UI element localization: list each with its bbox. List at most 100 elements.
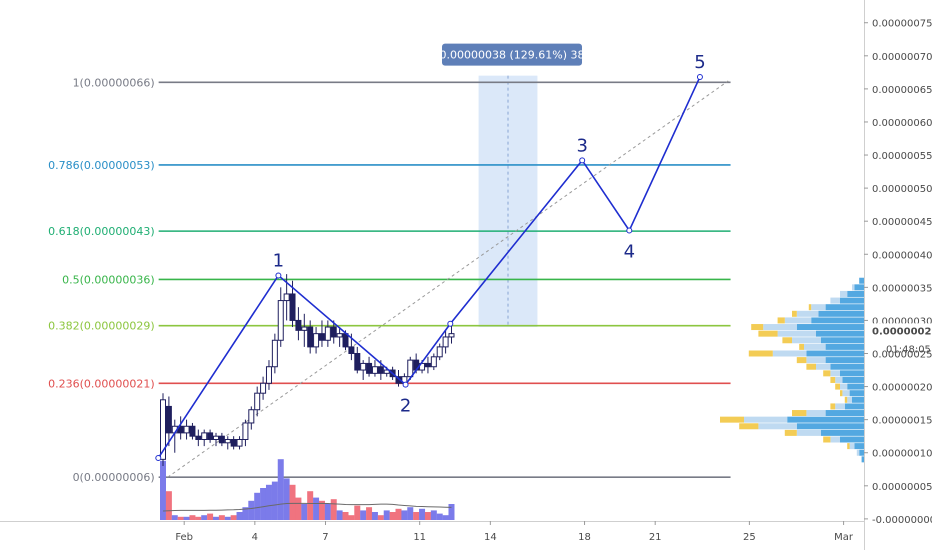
time-tick-label: 21 <box>649 532 662 543</box>
candle-body <box>248 409 255 424</box>
volume-profile-bar <box>720 416 744 423</box>
candle-body <box>430 356 437 368</box>
wave-point <box>626 227 633 234</box>
volume-bar <box>236 512 243 520</box>
volume-profile-bar <box>796 357 807 364</box>
volume-profile-bar <box>861 456 864 463</box>
candle-body <box>271 339 278 368</box>
volume-profile-bar <box>842 390 850 397</box>
price-tick-label: 0.00000070 <box>872 52 932 63</box>
volume-profile-bar <box>830 363 864 370</box>
price-tick-label: 0.00000065 <box>872 85 932 96</box>
price-tick-label: 0.00000010 <box>872 449 932 460</box>
price-axis[interactable]: 0.00000075 0.00000070 0.00000065 0.00000060… <box>864 0 932 550</box>
time-axis[interactable]: Feb 4 7 11 14 18 21 25 Mar <box>0 521 864 550</box>
wave-point <box>402 381 409 388</box>
volume-profile-bar <box>835 403 845 410</box>
volume-profile-bar <box>806 350 864 357</box>
volume-profile-bar <box>847 290 864 297</box>
candle-body <box>212 435 219 441</box>
volume-profile-bar <box>859 449 864 456</box>
price-tick-label: 0.00000045 <box>872 217 932 228</box>
volume-bar <box>218 515 225 520</box>
volume-profile-bar <box>820 429 864 436</box>
volume-bar <box>442 515 449 520</box>
fibonacci-retracement[interactable]: 1(0.00000066) 0.786(0.00000053) 0.618(0.00… <box>48 76 731 484</box>
volume-profile-bar <box>796 324 864 331</box>
price-tick-label: 0.00000015 <box>872 416 932 427</box>
volume-profile-bar <box>744 416 788 423</box>
trend-line[interactable] <box>167 80 729 478</box>
volume-bar <box>265 484 272 520</box>
volume-bar <box>248 500 255 520</box>
volume-bar <box>254 492 261 520</box>
elliott-wave-drawing[interactable]: 1 2 3 4 5 <box>155 52 706 462</box>
volume-profile-bar <box>840 383 848 390</box>
volume-profile-bar <box>830 297 840 304</box>
measure-range-box[interactable] <box>478 75 538 328</box>
volume-profile-bar <box>816 330 864 337</box>
volume-profile-bar <box>777 317 785 324</box>
candle-body <box>177 425 184 434</box>
current-price-label: 0.00000028 <box>872 326 932 337</box>
volume-profile-bar <box>847 383 864 390</box>
volume-profile-bar <box>840 370 864 377</box>
candle-body <box>342 333 349 348</box>
volume-profile-bar <box>799 343 804 350</box>
volume-profile-bar <box>830 436 840 443</box>
volume-bar <box>336 510 343 520</box>
volume-bar <box>224 516 231 520</box>
candle-body <box>307 326 314 348</box>
candle-body <box>407 359 414 378</box>
candle-body <box>265 366 272 384</box>
measure-box-area <box>478 75 538 328</box>
volume-bar <box>348 515 355 520</box>
volume-profile <box>720 277 864 463</box>
volume-bar <box>342 512 349 520</box>
fib-level-label: 0(0.00000006) <box>73 471 155 484</box>
candle-body <box>289 293 296 321</box>
candle-body <box>324 326 331 341</box>
volume-profile-bar <box>748 350 773 357</box>
volume-profile-bar <box>859 277 864 284</box>
volume-profile-bar <box>806 410 826 417</box>
volume-bar <box>289 484 296 520</box>
volume-bar <box>383 510 390 520</box>
volume-profile-bar <box>847 396 852 403</box>
candle-body <box>189 425 196 437</box>
volume-profile-bar <box>854 284 864 291</box>
volume-bar <box>419 508 426 520</box>
countdown-label: 01:48:05 <box>886 344 931 355</box>
fib-level-label: 1(0.00000066) <box>73 76 155 89</box>
volume-profile-bar <box>751 324 764 331</box>
volume-profile-bar <box>823 370 831 377</box>
volume-profile-bar <box>811 317 864 324</box>
volume-profile-bar <box>792 337 821 344</box>
volume-profile-bar <box>787 416 864 423</box>
volume-bar <box>230 515 237 520</box>
candle-body <box>424 362 431 368</box>
time-tick-label: 25 <box>743 532 756 543</box>
candle-body <box>165 405 172 434</box>
volume-bar <box>395 508 402 520</box>
wave-path <box>157 76 701 459</box>
volume-bar <box>301 504 308 520</box>
volume-moving-average <box>162 502 452 512</box>
wave-point <box>275 272 282 279</box>
volume-bar <box>189 515 196 520</box>
candle-body <box>442 336 449 348</box>
volume-profile-bar <box>784 317 812 324</box>
candle-body <box>236 439 243 447</box>
volume-bar <box>242 507 249 520</box>
price-tick-label: 0.00000050 <box>872 184 932 195</box>
volume-bar <box>165 491 172 520</box>
time-tick-label: Feb <box>175 532 193 543</box>
time-axis-background <box>0 521 864 550</box>
volume-profile-bar <box>844 403 864 410</box>
volume-bar <box>407 507 414 520</box>
time-tick-label: 18 <box>578 532 591 543</box>
volume-profile-bar <box>818 310 864 317</box>
volume-bar <box>177 516 184 520</box>
time-tick-label: Mar <box>834 532 854 543</box>
